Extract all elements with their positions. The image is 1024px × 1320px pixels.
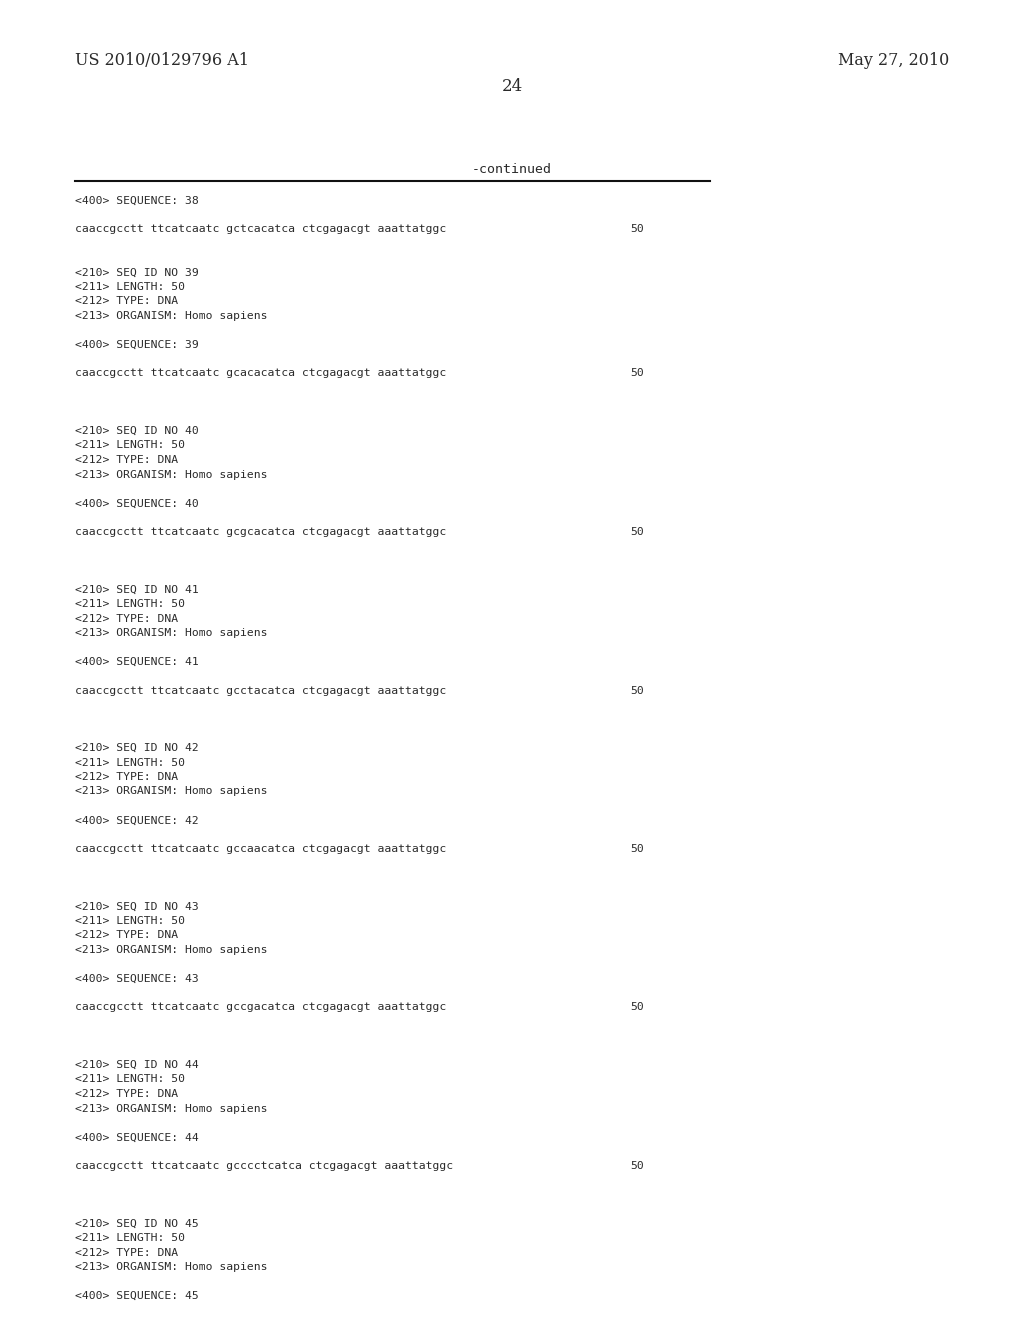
Text: <212> TYPE: DNA: <212> TYPE: DNA: [75, 1089, 178, 1100]
Text: 50: 50: [630, 527, 644, 537]
Text: <400> SEQUENCE: 39: <400> SEQUENCE: 39: [75, 341, 199, 350]
Text: <212> TYPE: DNA: <212> TYPE: DNA: [75, 931, 178, 940]
Text: caaccgcctt ttcatcaatc gctcacatca ctcgagacgt aaattatggc: caaccgcctt ttcatcaatc gctcacatca ctcgaga…: [75, 224, 446, 235]
Text: <211> LENGTH: 50: <211> LENGTH: 50: [75, 758, 185, 767]
Text: 50: 50: [630, 368, 644, 379]
Text: -continued: -continued: [472, 162, 552, 176]
Text: <210> SEQ ID NO 42: <210> SEQ ID NO 42: [75, 743, 199, 752]
Text: <212> TYPE: DNA: <212> TYPE: DNA: [75, 772, 178, 781]
Text: caaccgcctt ttcatcaatc gcgcacatca ctcgagacgt aaattatggc: caaccgcctt ttcatcaatc gcgcacatca ctcgaga…: [75, 527, 446, 537]
Text: <211> LENGTH: 50: <211> LENGTH: 50: [75, 916, 185, 927]
Text: <400> SEQUENCE: 44: <400> SEQUENCE: 44: [75, 1133, 199, 1143]
Text: <213> ORGANISM: Homo sapiens: <213> ORGANISM: Homo sapiens: [75, 628, 267, 638]
Text: 24: 24: [502, 78, 522, 95]
Text: 50: 50: [630, 1002, 644, 1012]
Text: <210> SEQ ID NO 45: <210> SEQ ID NO 45: [75, 1218, 199, 1229]
Text: <212> TYPE: DNA: <212> TYPE: DNA: [75, 614, 178, 623]
Text: <210> SEQ ID NO 44: <210> SEQ ID NO 44: [75, 1060, 199, 1071]
Text: <213> ORGANISM: Homo sapiens: <213> ORGANISM: Homo sapiens: [75, 787, 267, 796]
Text: <400> SEQUENCE: 45: <400> SEQUENCE: 45: [75, 1291, 199, 1302]
Text: <213> ORGANISM: Homo sapiens: <213> ORGANISM: Homo sapiens: [75, 1262, 267, 1272]
Text: <400> SEQUENCE: 40: <400> SEQUENCE: 40: [75, 499, 199, 508]
Text: May 27, 2010: May 27, 2010: [838, 51, 949, 69]
Text: <213> ORGANISM: Homo sapiens: <213> ORGANISM: Homo sapiens: [75, 470, 267, 479]
Text: 50: 50: [630, 685, 644, 696]
Text: <400> SEQUENCE: 43: <400> SEQUENCE: 43: [75, 974, 199, 983]
Text: <400> SEQUENCE: 38: <400> SEQUENCE: 38: [75, 195, 199, 206]
Text: 50: 50: [630, 1162, 644, 1171]
Text: <211> LENGTH: 50: <211> LENGTH: 50: [75, 282, 185, 292]
Text: caaccgcctt ttcatcaatc gcccctcatca ctcgagacgt aaattatggc: caaccgcctt ttcatcaatc gcccctcatca ctcgag…: [75, 1162, 454, 1171]
Text: <213> ORGANISM: Homo sapiens: <213> ORGANISM: Homo sapiens: [75, 945, 267, 954]
Text: <400> SEQUENCE: 42: <400> SEQUENCE: 42: [75, 816, 199, 825]
Text: <212> TYPE: DNA: <212> TYPE: DNA: [75, 455, 178, 465]
Text: <210> SEQ ID NO 41: <210> SEQ ID NO 41: [75, 585, 199, 594]
Text: caaccgcctt ttcatcaatc gccgacatca ctcgagacgt aaattatggc: caaccgcctt ttcatcaatc gccgacatca ctcgaga…: [75, 1002, 446, 1012]
Text: US 2010/0129796 A1: US 2010/0129796 A1: [75, 51, 249, 69]
Text: <211> LENGTH: 50: <211> LENGTH: 50: [75, 441, 185, 450]
Text: caaccgcctt ttcatcaatc gcacacatca ctcgagacgt aaattatggc: caaccgcctt ttcatcaatc gcacacatca ctcgaga…: [75, 368, 446, 379]
Text: <210> SEQ ID NO 40: <210> SEQ ID NO 40: [75, 426, 199, 436]
Text: <211> LENGTH: 50: <211> LENGTH: 50: [75, 599, 185, 609]
Text: <211> LENGTH: 50: <211> LENGTH: 50: [75, 1074, 185, 1085]
Text: <212> TYPE: DNA: <212> TYPE: DNA: [75, 297, 178, 306]
Text: <400> SEQUENCE: 41: <400> SEQUENCE: 41: [75, 657, 199, 667]
Text: <211> LENGTH: 50: <211> LENGTH: 50: [75, 1233, 185, 1243]
Text: 50: 50: [630, 224, 644, 235]
Text: 50: 50: [630, 843, 644, 854]
Text: <210> SEQ ID NO 39: <210> SEQ ID NO 39: [75, 268, 199, 277]
Text: caaccgcctt ttcatcaatc gcctacatca ctcgagacgt aaattatggc: caaccgcctt ttcatcaatc gcctacatca ctcgaga…: [75, 685, 446, 696]
Text: <212> TYPE: DNA: <212> TYPE: DNA: [75, 1247, 178, 1258]
Text: <210> SEQ ID NO 43: <210> SEQ ID NO 43: [75, 902, 199, 912]
Text: caaccgcctt ttcatcaatc gccaacatca ctcgagacgt aaattatggc: caaccgcctt ttcatcaatc gccaacatca ctcgaga…: [75, 843, 446, 854]
Text: <213> ORGANISM: Homo sapiens: <213> ORGANISM: Homo sapiens: [75, 1104, 267, 1114]
Text: <213> ORGANISM: Homo sapiens: <213> ORGANISM: Homo sapiens: [75, 312, 267, 321]
